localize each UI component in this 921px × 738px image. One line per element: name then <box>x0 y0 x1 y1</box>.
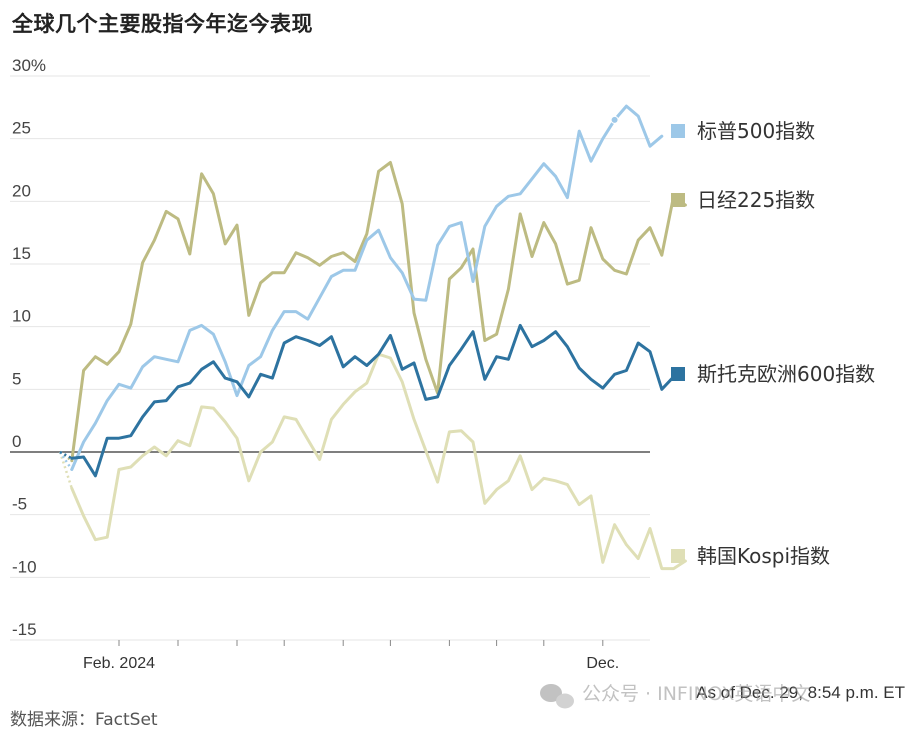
x-tick-label: Feb. 2024 <box>83 655 155 672</box>
legend-swatch <box>671 124 685 138</box>
series-line-stoxx <box>70 323 676 478</box>
y-tick-label: 20 <box>12 181 31 200</box>
timestamp-footnote: As of Dec. 29, 8:54 p.m. ET <box>696 683 905 702</box>
y-tick-label: 5 <box>12 369 21 388</box>
y-tick-label: -5 <box>12 495 27 514</box>
legend-swatch <box>671 193 685 207</box>
y-tick-label: -10 <box>12 557 37 576</box>
legend-label: 标普500指数 <box>697 119 815 143</box>
legend-label: 日经225指数 <box>697 188 815 212</box>
series-line-nikkei <box>70 161 687 463</box>
wechat-icon <box>540 684 574 709</box>
legend-swatch <box>671 367 685 381</box>
legend-item: 标普500指数 <box>671 119 815 143</box>
legend-swatch <box>671 549 685 563</box>
series-start-segment <box>59 450 73 460</box>
y-tick-label: 30% <box>12 56 46 75</box>
series-line-sp500 <box>70 104 664 471</box>
series-line-kospi <box>70 352 687 571</box>
y-tick-label: 0 <box>12 432 21 451</box>
y-tick-label: 10 <box>12 307 31 326</box>
grid-lines <box>10 75 650 641</box>
x-tick-label: Dec. <box>586 655 619 672</box>
legend-item: 斯托克欧洲600指数 <box>671 362 875 386</box>
series-lines <box>58 104 687 571</box>
highlight-point <box>610 115 619 124</box>
legend-label: 韩国Kospi指数 <box>697 544 830 568</box>
series-start-segment <box>58 451 73 471</box>
watermark: 公众号 · INFINOX英语中文 <box>540 683 810 709</box>
legend-item: 韩国Kospi指数 <box>671 544 830 568</box>
data-source: 数据来源：FactSet <box>10 710 158 730</box>
series-start-segment <box>58 451 73 489</box>
legend-item: 日经225指数 <box>671 188 815 212</box>
y-tick-label: 15 <box>12 244 31 263</box>
y-tick-label: -15 <box>12 620 37 639</box>
y-tick-label: 25 <box>12 119 31 138</box>
y-axis-tick-labels: 30% 25 20 15 10 5 0 -5 -10 -15 <box>12 56 46 639</box>
legend-label: 斯托克欧洲600指数 <box>697 362 875 386</box>
chart-title: 全球几个主要股指今年迄今表现 <box>12 12 313 36</box>
watermark-text: 公众号 · INFINOX英语中文 <box>582 683 810 705</box>
x-axis: Feb. 2024 Dec. <box>83 640 619 672</box>
